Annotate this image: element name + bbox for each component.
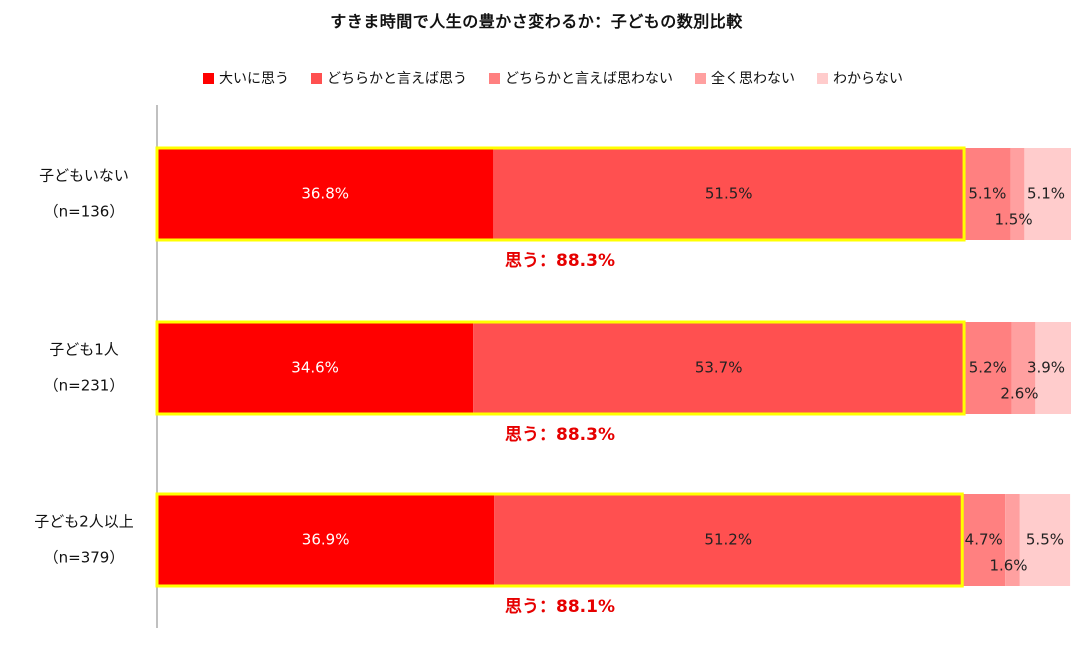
sample-size-label: （n=136） [44,203,125,221]
legend: 大いに思う どちらかと言えば思う どちらかと言えば思わない 全く思わない わからない [203,68,925,88]
data-label: 36.9% [302,531,350,549]
bar-segment [157,322,474,414]
data-label: 5.1% [1027,185,1065,203]
bar-segment [1024,148,1071,240]
bar-segment [964,148,1011,240]
bar-segment [964,322,1012,414]
bar-segment [157,494,495,586]
data-label: 4.7% [965,531,1003,549]
legend-swatch [203,72,214,84]
legend-swatch [695,72,706,84]
data-label: 1.6% [989,557,1027,575]
legend-swatch [489,72,500,84]
legend-label: 大いに思う [219,71,289,87]
bar-segment [1035,322,1071,414]
data-label: 5.1% [968,185,1006,203]
legend-item: 大いに思う [203,68,289,88]
data-label: 1.5% [994,211,1032,229]
bar-segment [1011,322,1036,414]
highlight-box [155,492,964,588]
bar-segment [962,494,1006,586]
data-label: 53.7% [695,359,743,377]
data-label: 2.6% [1000,385,1038,403]
legend-label: わからない [833,71,903,87]
data-label: 5.2% [969,359,1007,377]
bar-segment [1005,494,1020,586]
bar-segment [493,148,965,240]
data-label: 3.9% [1027,359,1065,377]
data-label: 5.5% [1026,531,1064,549]
total-label: 思う：88.3% [505,425,615,445]
total-label: 思う：88.1% [505,597,615,617]
legend-item: どちらかと言えば思う [311,68,467,88]
legend-swatch [311,72,322,84]
data-label: 51.2% [704,531,752,549]
data-label: 34.6% [291,359,339,377]
legend-label: どちらかと言えば思う [327,71,467,87]
highlight-box [155,320,966,416]
legend-label: どちらかと言えば思わない [505,71,673,87]
category-label: 子ども1人 [49,341,119,359]
legend-item: わからない [817,68,903,88]
bar-segment [1019,494,1071,586]
sample-size-label: （n=231） [44,377,125,395]
data-label: 51.5% [705,185,753,203]
bar-segment [1010,148,1025,240]
data-label: 36.8% [301,185,349,203]
legend-label: 全く思わない [711,71,795,87]
legend-swatch [817,72,828,84]
legend-item: どちらかと言えば思わない [489,68,673,88]
legend-item: 全く思わない [695,68,795,88]
sample-size-label: （n=379） [44,549,125,567]
bar-segment [494,494,963,586]
highlight-box [155,146,966,242]
total-label: 思う：88.3% [505,251,615,271]
category-label: 子ども2人以上 [34,513,134,531]
bar-segment [473,322,965,414]
bar-segment [157,148,494,240]
chart-title: すきま時間で人生の豊かさ変わるか：子どもの数別比較 [330,12,743,31]
category-label: 子どもいない [39,167,129,185]
